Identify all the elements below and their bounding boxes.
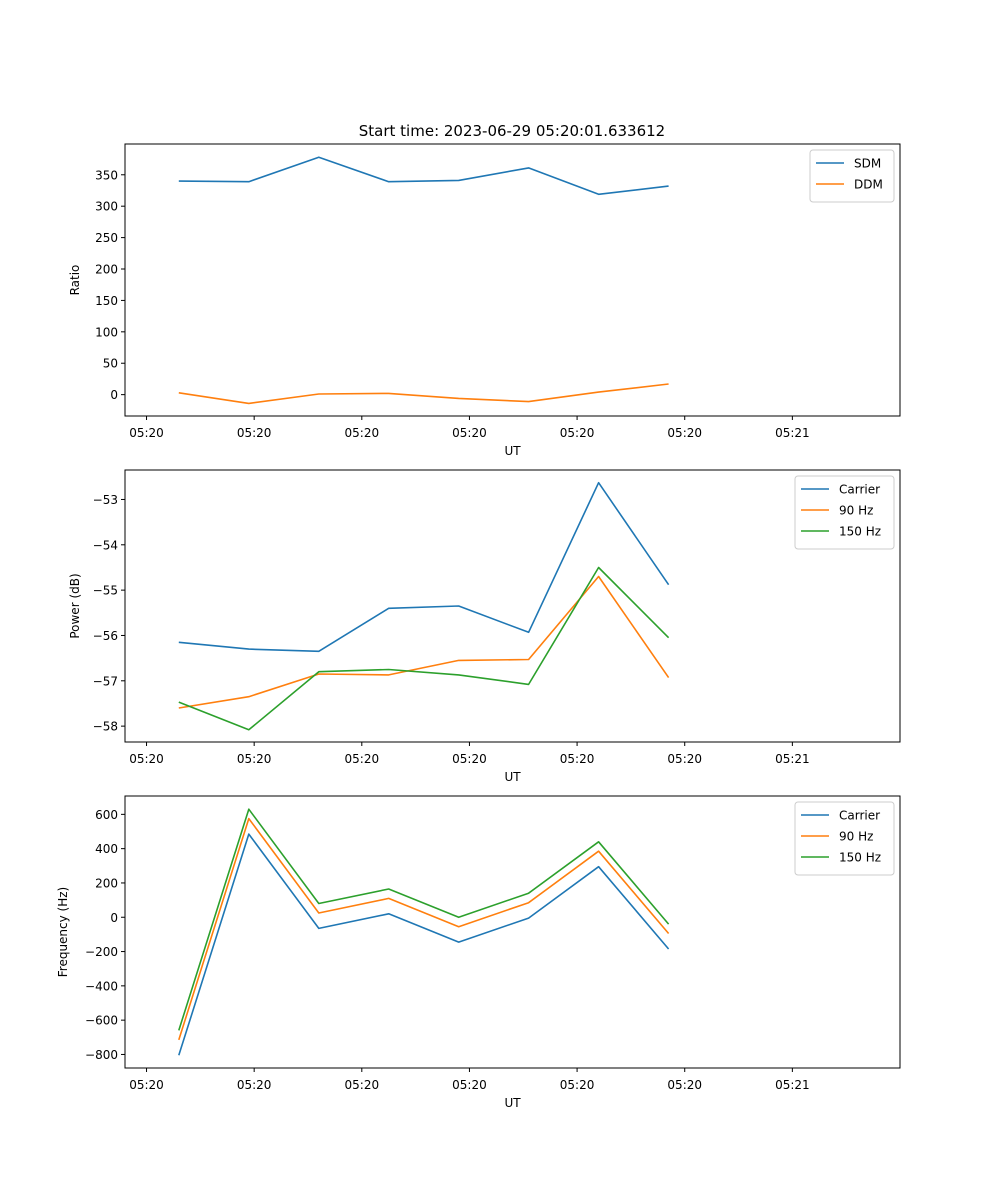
y-tick-label: 50 <box>103 357 118 371</box>
legend-entry: 90 Hz <box>839 830 873 844</box>
legend-entry: 150 Hz <box>839 851 881 865</box>
axes-frame <box>124 469 901 743</box>
x-axis-label: UT <box>504 444 521 458</box>
legend-entry: 90 Hz <box>839 504 873 518</box>
series-line-90-hz <box>178 575 670 709</box>
y-tick-label: −600 <box>85 1014 118 1028</box>
series-line-ddm <box>178 383 669 405</box>
y-tick-label: 600 <box>95 808 118 822</box>
axes-frame <box>124 795 901 1069</box>
x-tick-label: 05:20 <box>452 426 487 440</box>
y-tick-label: 400 <box>95 842 118 856</box>
x-tick-label: 05:20 <box>452 752 487 766</box>
y-tick-label: −800 <box>85 1048 118 1062</box>
x-tick-label: 05:20 <box>667 1078 702 1092</box>
x-tick-label: 05:21 <box>775 426 810 440</box>
series-line-carrier <box>178 833 670 1056</box>
x-tick-label: 05:21 <box>775 752 810 766</box>
y-tick-label: 200 <box>95 263 118 277</box>
panels: 05:20 05:20 05:20 05:20 05:20 05:20 05:21 0 50 10… <box>56 143 901 1110</box>
panel-1: 05:20 05:20 05:20 05:20 05:20 05:20 05:21 0 50 10… <box>68 143 901 458</box>
x-axis-label: UT <box>504 1096 521 1110</box>
y-tick-label: 0 <box>110 388 118 402</box>
axes-frame <box>124 143 901 417</box>
x-tick-label: 05:20 <box>237 1078 272 1092</box>
series-line-carrier <box>178 481 670 653</box>
y-tick-label: 350 <box>95 168 118 182</box>
y-tick-label: −53 <box>93 493 118 507</box>
y-tick-label: 100 <box>95 325 118 339</box>
x-tick-label: 05:20 <box>237 426 272 440</box>
x-tick-label: 05:21 <box>775 1078 810 1092</box>
panel-3: 05:20 05:20 05:20 05:20 05:20 05:20 05:21 −800 −… <box>56 795 901 1110</box>
y-tick-label: −56 <box>93 629 118 643</box>
y-axis-label: Power (dB) <box>68 573 82 638</box>
legend: SDM DDM <box>809 149 895 203</box>
x-tick-label: 05:20 <box>237 752 272 766</box>
legend-entry: 150 Hz <box>839 525 881 539</box>
x-tick-label: 05:20 <box>345 426 380 440</box>
legend-entry: Carrier <box>839 809 880 823</box>
x-tick-label: 05:20 <box>560 1078 595 1092</box>
y-tick-label: −57 <box>93 674 118 688</box>
y-axis-label: Ratio <box>68 265 82 296</box>
series-line-90-hz <box>178 817 670 1041</box>
y-axis-label: Frequency (Hz) <box>56 887 70 978</box>
x-tick-label: 05:20 <box>345 752 380 766</box>
x-axis-label: UT <box>504 770 521 784</box>
y-tick-label: −200 <box>85 945 118 959</box>
y-tick-label: 0 <box>110 911 118 925</box>
x-tick-label: 05:20 <box>667 752 702 766</box>
panel-2: 05:20 05:20 05:20 05:20 05:20 05:20 05:21 −58 −5… <box>68 469 901 784</box>
y-tick-label: 300 <box>95 200 118 214</box>
x-tick-label: 05:20 <box>560 752 595 766</box>
y-tick-label: 200 <box>95 876 118 890</box>
figure-title: Start time: 2023-06-29 05:20:01.633612 <box>359 122 665 140</box>
series-line-150-hz <box>178 808 670 1031</box>
y-tick-label: 250 <box>95 231 118 245</box>
x-tick-label: 05:20 <box>129 752 164 766</box>
series-line-sdm <box>178 156 669 196</box>
x-tick-label: 05:20 <box>129 1078 164 1092</box>
legend-entry: Carrier <box>839 483 880 497</box>
y-tick-label: −400 <box>85 979 118 993</box>
series-line-150-hz <box>178 566 670 731</box>
y-tick-label: 150 <box>95 294 118 308</box>
legend: Carrier 90 Hz 150 Hz <box>794 801 895 876</box>
x-tick-label: 05:20 <box>667 426 702 440</box>
x-tick-label: 05:20 <box>345 1078 380 1092</box>
y-tick-label: −54 <box>93 538 118 552</box>
legend-entry: DDM <box>854 178 883 192</box>
x-tick-label: 05:20 <box>452 1078 487 1092</box>
x-tick-label: 05:20 <box>560 426 595 440</box>
y-tick-label: −55 <box>93 584 118 598</box>
legend: Carrier 90 Hz 150 Hz <box>794 475 895 550</box>
y-tick-label: −58 <box>93 720 118 734</box>
legend-entry: SDM <box>854 157 881 171</box>
x-tick-label: 05:20 <box>129 426 164 440</box>
legend-box <box>809 149 895 203</box>
